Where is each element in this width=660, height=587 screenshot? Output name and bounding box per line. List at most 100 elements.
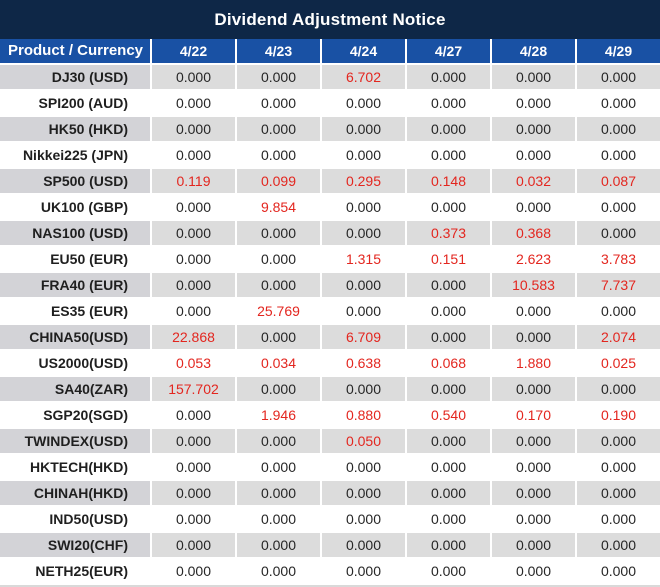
value-cell: 0.000 [405, 325, 490, 349]
value-cell: 0.000 [150, 91, 235, 115]
value-cell: 0.000 [320, 221, 405, 245]
value-cell: 0.000 [235, 221, 320, 245]
table-row: NAS100 (USD) 0.000 0.000 0.000 0.373 0.368 0.0… [0, 221, 660, 247]
value-cell: 0.000 [150, 455, 235, 479]
value-cell: 7.737 [575, 273, 660, 297]
value-cell: 0.000 [575, 91, 660, 115]
value-cell: 1.315 [320, 247, 405, 271]
value-cell: 0.053 [150, 351, 235, 375]
value-cell: 0.000 [320, 533, 405, 557]
value-cell: 0.000 [320, 91, 405, 115]
product-cell: SP500 (USD) [0, 169, 150, 193]
value-cell: 0.032 [490, 169, 575, 193]
value-cell: 0.000 [405, 299, 490, 323]
table-row: SP500 (USD) 0.119 0.099 0.295 0.148 0.032 0.08… [0, 169, 660, 195]
value-cell: 0.000 [235, 507, 320, 531]
table-row: FRA40 (EUR) 0.000 0.000 0.000 0.000 10.583 7.7… [0, 273, 660, 299]
value-cell: 0.000 [235, 91, 320, 115]
value-cell: 0.000 [150, 65, 235, 89]
table-row: SA40(ZAR) 157.702 0.000 0.000 0.000 0.000 0.00… [0, 377, 660, 403]
table-row: SPI200 (AUD) 0.000 0.000 0.000 0.000 0.000 0.0… [0, 91, 660, 117]
table-body: DJ30 (USD) 0.000 0.000 6.702 0.000 0.000 0.000… [0, 65, 660, 585]
value-cell: 0.000 [320, 559, 405, 583]
value-cell: 0.000 [575, 481, 660, 505]
value-cell: 0.000 [405, 91, 490, 115]
value-cell: 0.000 [320, 507, 405, 531]
value-cell: 0.000 [150, 559, 235, 583]
table-row: NETH25(EUR) 0.000 0.000 0.000 0.000 0.000 0.00… [0, 559, 660, 585]
value-cell: 0.000 [575, 65, 660, 89]
product-cell: UK100 (GBP) [40, 199, 128, 215]
value-cell: 0.638 [320, 351, 405, 375]
product-cell: SPI200 (AUD) [38, 95, 128, 111]
value-cell: 0.000 [575, 195, 660, 219]
product-cell: EU50 (EUR) [50, 251, 128, 267]
value-cell: 0.880 [320, 403, 405, 427]
value-cell: 0.000 [490, 507, 575, 531]
value-cell: 0.000 [320, 195, 405, 219]
value-cell: 0.000 [575, 221, 660, 245]
table-row: IND50(USD) 0.000 0.000 0.000 0.000 0.000 0.000 [0, 507, 660, 533]
value-cell: 0.000 [490, 143, 575, 167]
product-cell: Nikkei225 (JPN) [22, 147, 128, 163]
table-row: UK100 (GBP) 0.000 9.854 0.000 0.000 0.000 0.00… [0, 195, 660, 221]
value-cell: 0.000 [405, 65, 490, 89]
value-cell: 0.000 [235, 429, 320, 453]
value-cell: 3.783 [575, 247, 660, 271]
value-cell: 0.000 [150, 247, 235, 271]
value-cell: 0.000 [490, 559, 575, 583]
value-cell: 0.000 [235, 377, 320, 401]
product-currency-header: Product / Currency [8, 42, 144, 59]
value-cell: 0.000 [575, 117, 660, 141]
value-cell: 0.000 [235, 455, 320, 479]
value-cell: 0.000 [405, 481, 490, 505]
product-cell: SWI20(CHF) [0, 533, 150, 557]
value-cell: 0.000 [490, 429, 575, 453]
value-cell: 0.148 [405, 169, 490, 193]
value-cell: 157.702 [150, 377, 235, 401]
value-cell: 0.170 [490, 403, 575, 427]
value-cell: 0.000 [405, 377, 490, 401]
value-cell: 0.295 [320, 169, 405, 193]
product-cell: SA40(ZAR) [0, 377, 150, 401]
product-cell: CHINAH(HKD) [0, 481, 150, 505]
value-cell: 0.000 [235, 247, 320, 271]
value-cell: 0.000 [490, 117, 575, 141]
value-cell: 0.000 [405, 273, 490, 297]
date-header-5: 4/29 [575, 39, 660, 63]
value-cell: 0.000 [490, 299, 575, 323]
date-header-0: 4/22 [150, 39, 235, 63]
value-cell: 0.000 [490, 533, 575, 557]
table-row: Nikkei225 (JPN) 0.000 0.000 0.000 0.000 0.000… [0, 143, 660, 169]
value-cell: 0.373 [405, 221, 490, 245]
value-cell: 0.000 [150, 117, 235, 141]
value-cell: 1.880 [490, 351, 575, 375]
table-row: TWINDEX(USD) 0.000 0.000 0.050 0.000 0.000 0.0… [0, 429, 660, 455]
value-cell: 0.000 [405, 117, 490, 141]
product-cell: US2000(USD) [38, 355, 128, 371]
product-cell: CHINA50(USD) [0, 325, 150, 349]
value-cell: 0.000 [320, 273, 405, 297]
value-cell: 0.000 [150, 507, 235, 531]
value-cell: 0.368 [490, 221, 575, 245]
value-cell: 0.000 [150, 481, 235, 505]
value-cell: 0.000 [235, 533, 320, 557]
date-header-3: 4/27 [405, 39, 490, 63]
value-cell: 6.709 [320, 325, 405, 349]
value-cell: 0.000 [150, 429, 235, 453]
table-row: HK50 (HKD) 0.000 0.000 0.000 0.000 0.000 0.000 [0, 117, 660, 143]
table-row: SWI20(CHF) 0.000 0.000 0.000 0.000 0.000 0.000 [0, 533, 660, 559]
value-cell: 0.025 [575, 351, 660, 375]
table-row: EU50 (EUR) 0.000 0.000 1.315 0.151 2.623 3.783 [0, 247, 660, 273]
value-cell: 0.000 [320, 117, 405, 141]
value-cell: 0.000 [405, 195, 490, 219]
value-cell: 0.000 [405, 559, 490, 583]
value-cell: 0.000 [235, 481, 320, 505]
value-cell: 10.583 [490, 273, 575, 297]
product-cell: NETH25(EUR) [35, 563, 128, 579]
value-cell: 2.623 [490, 247, 575, 271]
value-cell: 22.868 [150, 325, 235, 349]
value-cell: 0.540 [405, 403, 490, 427]
value-cell: 9.854 [235, 195, 320, 219]
